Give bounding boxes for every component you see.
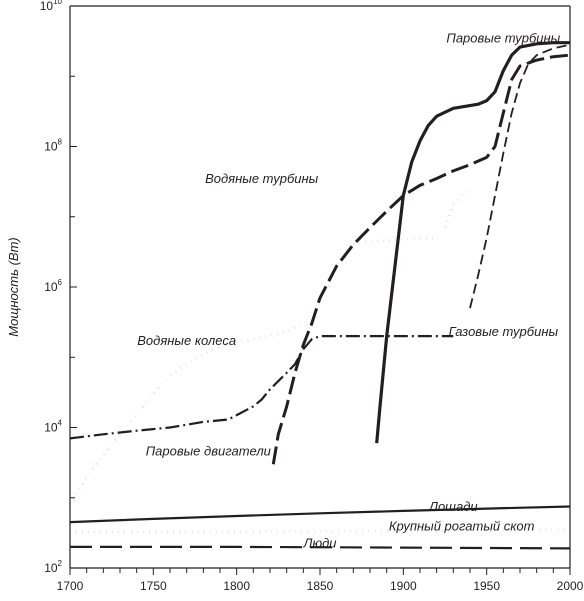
x-tick-label: 1750	[140, 579, 167, 593]
series-label-3: Водяные колеса	[137, 333, 236, 348]
x-tick-label: 2000	[557, 579, 584, 593]
series-lines	[68, 41, 571, 550]
y-axis-title: Мощность (Вт)	[6, 237, 21, 336]
y-tick-label: 104	[44, 419, 62, 435]
series-label-0: Паровые турбины	[446, 31, 560, 46]
tick-labels: 1700 1750 1800 1850 1900 1950 2000 102 104 106 108…	[40, 0, 584, 593]
series-line-2	[469, 43, 571, 309]
y-tick-label: 1010	[40, 0, 63, 13]
series-label-2: Газовые турбины	[449, 324, 559, 339]
series-line-1	[271, 53, 571, 465]
y-tick-label: 102	[44, 559, 62, 575]
series-label-4: Паровые двигатели	[146, 443, 271, 458]
y-tick-label: 108	[44, 138, 62, 154]
y-tick-label: 106	[44, 278, 62, 294]
series-line-5	[69, 505, 571, 524]
series-line-4	[69, 335, 454, 440]
annotations: Паровые турбины Водяные турбины Газовые ту…	[137, 31, 560, 551]
series-label-1: Водяные турбины	[205, 171, 319, 186]
series-label-7: Люди	[302, 536, 336, 551]
x-tick-label: 1900	[390, 579, 417, 593]
series-label-6: Крупный рогатый скот	[389, 519, 535, 534]
x-tick-label: 1950	[473, 579, 500, 593]
x-tick-label: 1800	[223, 579, 250, 593]
series-line-0	[375, 41, 570, 444]
ticks	[69, 5, 571, 575]
x-tick-label: 1850	[307, 579, 334, 593]
series-line-7	[70, 545, 571, 550]
x-tick-label: 1700	[57, 579, 84, 593]
series-label-5: Лошади	[428, 499, 478, 514]
